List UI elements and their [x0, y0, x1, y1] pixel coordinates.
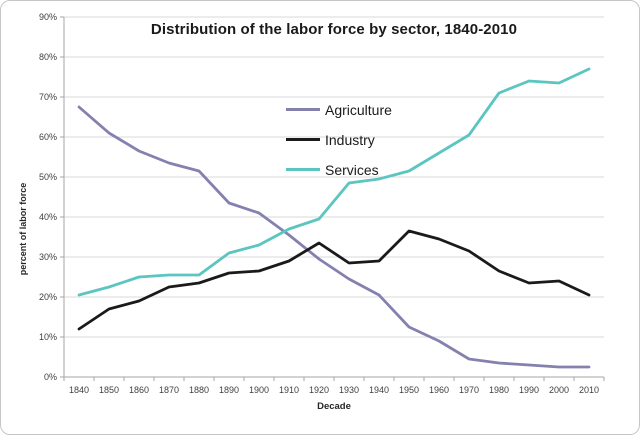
chart-title: Distribution of the labor force by secto…	[150, 21, 518, 38]
legend-item-services: Services	[286, 161, 392, 178]
svg-text:1910: 1910	[279, 385, 299, 395]
svg-text:90%: 90%	[39, 12, 57, 22]
svg-text:60%: 60%	[39, 132, 57, 142]
svg-text:10%: 10%	[39, 332, 57, 342]
x-axis-title: Decade	[317, 401, 351, 412]
svg-text:1940: 1940	[369, 385, 389, 395]
legend-label-services: Services	[325, 161, 379, 178]
services-line-swatch	[286, 168, 320, 171]
svg-text:1990: 1990	[519, 385, 539, 395]
legend-label-agriculture: Agriculture	[325, 101, 392, 118]
legend: Agriculture Industry Services	[286, 101, 392, 178]
y-axis-title: percent of labor force	[18, 182, 28, 276]
svg-text:1920: 1920	[309, 385, 329, 395]
agriculture-line-swatch	[286, 108, 320, 111]
svg-text:40%: 40%	[39, 212, 57, 222]
svg-text:1870: 1870	[159, 385, 179, 395]
svg-text:2010: 2010	[579, 385, 599, 395]
svg-text:20%: 20%	[39, 292, 57, 302]
svg-text:1900: 1900	[249, 385, 269, 395]
svg-text:1890: 1890	[219, 385, 239, 395]
svg-text:1880: 1880	[189, 385, 209, 395]
svg-text:1970: 1970	[459, 385, 479, 395]
svg-text:50%: 50%	[39, 172, 57, 182]
svg-text:1860: 1860	[129, 385, 149, 395]
svg-text:80%: 80%	[39, 52, 57, 62]
svg-text:1980: 1980	[489, 385, 509, 395]
svg-text:1930: 1930	[339, 385, 359, 395]
svg-text:0%: 0%	[44, 372, 57, 382]
legend-item-agriculture: Agriculture	[286, 101, 392, 118]
svg-text:30%: 30%	[39, 252, 57, 262]
legend-item-industry: Industry	[286, 131, 392, 148]
industry-line-swatch	[286, 138, 320, 141]
svg-text:1840: 1840	[69, 385, 89, 395]
svg-text:1960: 1960	[429, 385, 449, 395]
svg-text:70%: 70%	[39, 92, 57, 102]
svg-text:1850: 1850	[99, 385, 119, 395]
svg-text:1950: 1950	[399, 385, 419, 395]
legend-label-industry: Industry	[325, 131, 375, 148]
svg-text:2000: 2000	[549, 385, 569, 395]
